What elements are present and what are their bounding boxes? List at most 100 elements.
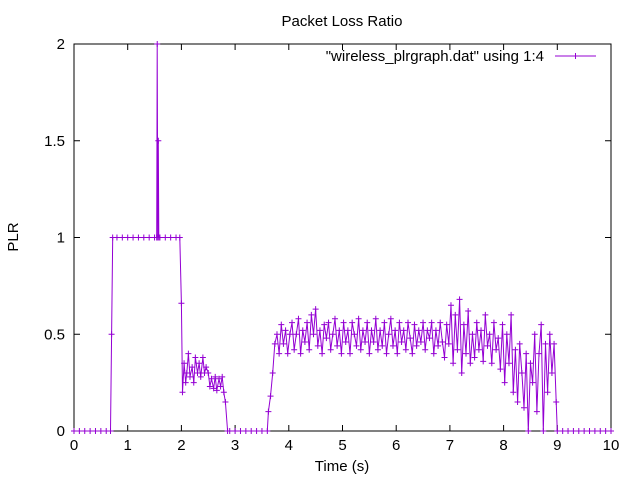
x-tick-label: 4 (285, 437, 293, 454)
data-point (602, 428, 609, 434)
data-point (353, 342, 360, 349)
data-point (312, 306, 319, 313)
data-point (529, 379, 536, 386)
legend-marker-sample (572, 53, 579, 59)
data-point (336, 327, 343, 334)
data-point (544, 389, 551, 396)
data-point (559, 428, 566, 434)
data-point (329, 331, 336, 338)
data-point (469, 331, 476, 338)
data-point (516, 340, 523, 347)
data-point (351, 331, 358, 338)
x-tick-label: 10 (603, 437, 620, 454)
data-point (301, 338, 308, 345)
data-point (327, 346, 334, 353)
data-point (456, 296, 463, 303)
data-point (486, 331, 493, 338)
data-point (196, 360, 203, 367)
y-tick-label: 0 (57, 423, 65, 440)
data-point (155, 137, 162, 144)
data-point (226, 428, 233, 434)
x-tick-label: 2 (177, 437, 185, 454)
data-point (432, 327, 439, 334)
legend: "wireless_plrgraph.dat" using 1:4 (326, 48, 596, 65)
data-point (381, 319, 388, 326)
data-point (389, 342, 396, 349)
data-point (565, 428, 572, 434)
data-point (402, 346, 409, 353)
data-point (411, 321, 418, 328)
data-point (586, 428, 593, 434)
data-point (178, 300, 185, 307)
legend-series-label: "wireless_plrgraph.dat" using 1:4 (326, 48, 544, 65)
data-point (232, 428, 239, 434)
x-tick-label: 5 (338, 437, 346, 454)
data-point (108, 331, 115, 338)
y-tick-label: 1.5 (44, 133, 65, 150)
data-point (379, 342, 386, 349)
data-point (314, 342, 321, 349)
data-point (206, 383, 213, 390)
data-point (503, 331, 510, 338)
data-point (430, 350, 437, 357)
data-point (458, 369, 465, 376)
data-point (508, 311, 515, 318)
data-point (297, 350, 304, 357)
data-point (349, 319, 356, 326)
data-point (316, 327, 323, 334)
data-point (424, 327, 431, 334)
data-point (107, 428, 114, 434)
data-point (570, 428, 577, 434)
data-point (443, 321, 450, 328)
data-point (359, 327, 366, 334)
data-point (437, 319, 444, 326)
data-point (536, 350, 543, 357)
data-point (183, 369, 190, 376)
data-point (215, 375, 222, 382)
data-point (334, 342, 341, 349)
data-point (551, 340, 558, 347)
series-markers (71, 41, 614, 434)
data-point (203, 364, 210, 371)
data-point (366, 350, 373, 357)
y-tick-label: 2 (57, 36, 65, 53)
data-point (286, 331, 293, 338)
data-point (548, 369, 555, 376)
data-point (190, 379, 197, 386)
data-point (465, 308, 472, 315)
data-point (130, 234, 137, 241)
data-point (237, 428, 244, 434)
data-point (445, 340, 452, 347)
data-point (81, 428, 88, 434)
data-point (540, 428, 547, 434)
data-point (265, 408, 272, 415)
data-point (355, 315, 362, 322)
data-point (383, 350, 390, 357)
data-point (527, 360, 534, 367)
data-point (299, 327, 306, 334)
data-point (205, 369, 212, 376)
data-point (208, 375, 215, 382)
data-point (282, 327, 289, 334)
data-point (291, 346, 298, 353)
data-point (495, 335, 502, 342)
data-point (499, 321, 506, 328)
data-point (478, 327, 485, 334)
data-point (417, 338, 424, 345)
data-point (156, 234, 163, 241)
data-point (258, 428, 265, 434)
data-point (267, 393, 274, 400)
data-point (447, 302, 454, 309)
data-point (323, 335, 330, 342)
data-point (374, 346, 381, 353)
data-point (146, 234, 153, 241)
data-point (510, 389, 517, 396)
data-point (392, 327, 399, 334)
data-point (340, 319, 347, 326)
data-point (71, 428, 77, 434)
data-point (154, 41, 161, 47)
data-point (512, 346, 519, 353)
data-point (521, 404, 528, 411)
data-point (182, 379, 189, 386)
data-point (473, 319, 480, 326)
